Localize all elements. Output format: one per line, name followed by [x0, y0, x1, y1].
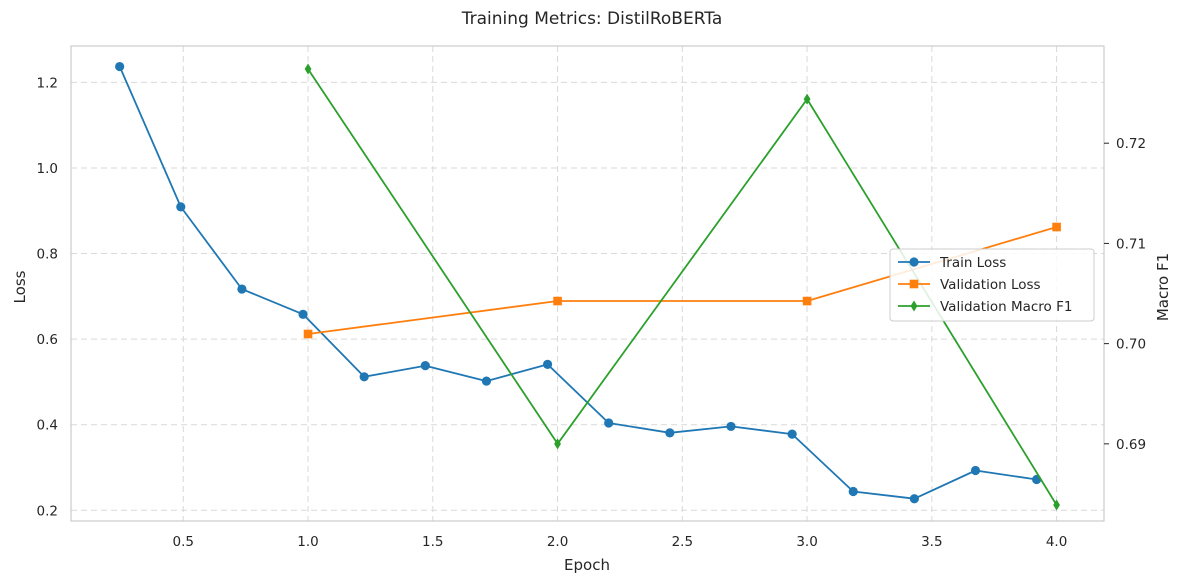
series-layer — [115, 61, 1061, 511]
series-train-loss — [115, 61, 1042, 504]
x-tick-label: 2.5 — [672, 534, 693, 550]
train-loss-point — [298, 309, 308, 319]
y-tick-label: 0.8 — [37, 247, 58, 263]
train-loss-point — [726, 421, 736, 432]
train-loss-point — [665, 428, 675, 438]
validation-loss-point — [1052, 222, 1061, 232]
train-loss-point — [481, 376, 492, 386]
legend-marker-train-loss — [909, 257, 919, 267]
train-loss-line — [118, 66, 1037, 500]
train-loss-point — [237, 284, 247, 294]
train-loss-point — [787, 429, 797, 439]
legend-label-train-loss: Train Loss — [939, 255, 1006, 271]
y-tick-label: 1.0 — [37, 161, 58, 177]
validation-macro-f1-point — [304, 63, 312, 75]
validation-macro-f1-point — [803, 93, 811, 105]
train-loss-point — [542, 359, 553, 369]
x-tick-label: 2.0 — [547, 534, 568, 550]
legend-marker-validation-macro-f1 — [910, 300, 918, 312]
y-axis-label: Loss — [11, 270, 29, 303]
validation-loss-point — [802, 296, 812, 306]
legend-label-validation-loss: Validation Loss — [940, 277, 1041, 293]
x-tick-label: 1.0 — [297, 534, 318, 550]
y2-tick-label: 0.71 — [1116, 236, 1146, 252]
y2-tick-label: 0.70 — [1116, 337, 1146, 353]
x-tick-label: 3.5 — [921, 534, 942, 550]
x-axis-label: Epoch — [564, 556, 610, 574]
y-tick-label: 0.6 — [37, 332, 58, 348]
y-tick-label: 0.4 — [37, 418, 58, 434]
x-tick-label: 4.0 — [1046, 534, 1067, 550]
train-loss-point — [176, 202, 186, 212]
x-tick-label: 3.0 — [796, 534, 817, 550]
y-tick-label: 0.2 — [37, 503, 58, 519]
train-loss-point — [420, 361, 430, 371]
legend-box — [889, 248, 1095, 322]
ticks: 0.5 1.0 1.5 2.0 2.5 3.0 3.5 4.0 0.2 0.4 0.6 0.8 1.0 1… — [37, 75, 1147, 550]
x-tick-label: 0.5 — [173, 534, 194, 550]
y2-tick-label: 0.72 — [1116, 136, 1146, 152]
legend-label-validation-macro-f1: Validation Macro F1 — [940, 299, 1072, 315]
y2-axis-label: Macro F1 — [1154, 253, 1172, 321]
plot-frame — [70, 45, 1105, 522]
train-loss-point — [848, 486, 858, 497]
validation-loss-point — [303, 329, 313, 339]
train-loss-point — [909, 494, 919, 504]
x-tick-label: 1.5 — [422, 534, 443, 550]
legend: Train Loss Validation Loss Validation Macr… — [889, 248, 1095, 322]
train-loss-point — [115, 61, 125, 72]
validation-loss-point — [553, 296, 562, 306]
train-loss-point — [970, 465, 981, 476]
y2-tick-label: 0.69 — [1116, 437, 1146, 453]
legend-marker-validation-loss — [909, 279, 919, 289]
y-tick-label: 1.2 — [37, 75, 58, 91]
validation-macro-f1-point — [1053, 499, 1061, 511]
validation-macro-f1-point — [554, 438, 561, 450]
train-loss-point — [604, 418, 614, 428]
chart-title: Training Metrics: DistilRoBERTa — [461, 9, 723, 29]
train-loss-point — [359, 372, 369, 382]
